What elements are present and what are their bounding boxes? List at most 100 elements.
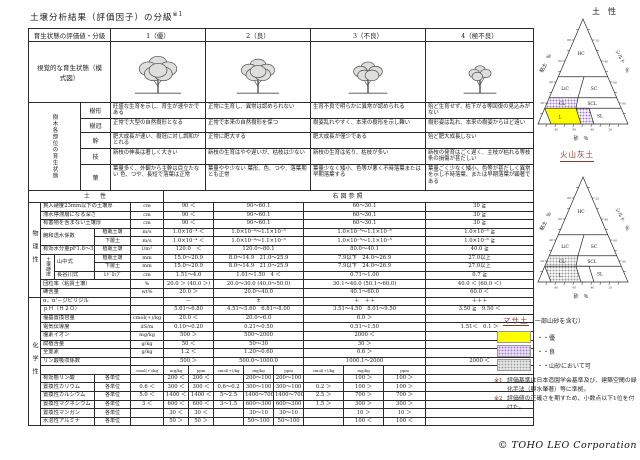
svg-text:80: 80 [622,260,626,264]
notes: ※1 評価基準は日本造園学会基準及び、建築空間の緑化手法（輿水肇著）等に準拠。 … [494,377,638,413]
value-grade3 [303,373,345,384]
value-grade1: 20.0 ＜ [163,313,215,324]
value-grade2: 8.0～14.9 21.0～25.9 [213,262,305,272]
tree-schematic-grade2 [205,41,311,103]
svg-text:LiC: LiC [561,87,569,92]
value-grade3: 10 ＞ [343,408,385,418]
legend-item-1: ・・優 [497,330,591,344]
soil-row: 水溶性アルミナ 各単位 50 ＞ 50 ＞ 50～100 50～100 100 ＜ 100 ＜ [29,416,535,427]
value-grade3: 7.9以下 24.0～26.9 [303,262,427,272]
svg-text:SCL: SCL [587,102,596,107]
unit-cell: g/kg [129,348,165,358]
value-grade4: 27.0以上 [425,262,535,272]
value-grade3: 30 ＞ [303,339,427,350]
note-2-ref: ※2 [494,396,503,403]
param-name: 団粒率（粘質土壌） [40,279,131,289]
soil-row: 有効態リン酸 各単位 200 ＜ 200 ＜ 200～100 200～100 100 ＞ 10… [29,373,535,384]
value-grade3: 60～30.1 [303,219,427,229]
growth-desc-grade4: 樹形姿は乱れ、本来の樹姿からほど遠い [425,117,534,133]
blank-cell [40,365,131,375]
soil-row: 下層土 m/s 1.0×10⁻⁴ ＜ 1.0×10⁻⁴～1.1×10⁻⁵ 1.0×10⁻… [29,236,535,246]
growth-desc-grade1: 正常で大型の自然樹形となる [110,117,206,133]
growth-header-row: 育生状態の評価値・分級 1（優） 2（良） 3（不良） 4（極不良） [28,28,534,42]
soil-row: 有効水分量pF1.8～3.0 植栽土壌 l/m³ 120.0 ＜ 120.0～80.1 8… [29,244,535,255]
value-grade1: 1.51～4.0 [163,270,215,281]
value-grade2: 1.20～0.60 [213,348,305,358]
value-grade2: 1400～700 [273,391,305,401]
unit-cell: 各単位 [94,408,131,418]
schematic-label: 視覚的な育生状態（模式図） [28,41,111,103]
unit-cell: mg/kg [129,330,165,341]
value-grade2: 20.0～30.0 (40.0～50.0) [213,279,305,289]
param-name: 電気伝導度 [40,322,131,332]
growth-desc-grade4: 殆ど生育せず、枯下がる等回復の見込みがない [425,102,534,119]
value-grade2: 1400～700 [243,391,275,401]
value-grade1: 500 ＞ [163,356,215,367]
value-grade3: 1.0×10⁻⁵～1.1×10⁻⁶ [303,227,427,238]
param-group-label: 土壌硬度 [40,253,55,281]
note-1-text: 評価基準は日本造園学会基準及び、建築空間の緑化手法（輿水肇著）等に準拠。 [507,378,637,393]
value-grade3: 1000.1～2000 [303,356,427,367]
note-2: ※2 評価値の正確さを期すため、小数点以下1位を付けた。 [494,395,638,412]
value-grade1: 1400 ＜ [188,391,215,401]
value-grade2: 90～60.1 [213,202,305,212]
value-grade3: 100 ＜ [383,416,427,427]
unit-cell: mm [129,262,165,272]
value-grade1: 50 ＜ [163,339,215,350]
value-grade3: 100 ＞ [383,373,427,384]
value-grade2: 20.0～6.0 [213,313,305,324]
param-name: 長谷川式 [54,270,95,281]
svg-text:40: 40 [549,238,553,242]
growth-desc-grade3: 肥大成長が僅少である [310,131,426,149]
value-grade1: 5.61～6.80 [163,305,215,315]
svg-text:20: 20 [609,128,613,132]
svg-text:シルト ％: シルト ％ [614,49,631,74]
growth-desc-grade1: 葉量多く、外観から主幹は目立たない 色、つや、長短で落葉は正常 [110,163,206,191]
soil-row: 飽和透水係数 植栽土壌 m/s 1.0×10⁻⁴ ＜ 1.0×10⁻⁴～1.1×10⁻⁵… [29,227,535,246]
value-grade2: ± [213,296,305,307]
unit-cell: cmol(+)/kg [129,313,165,324]
note-2-text: 評価値の正確さを期すため、小数点以下1位を付けた。 [507,396,635,411]
svg-text:80: 80 [555,128,559,132]
svg-text:40: 40 [604,60,608,64]
soil-row: リン酸吸収係数 500 ＞ 500.0～1000.0 1000.1～2000 2000 … [29,356,535,367]
growth-desc-grade3: 新枝の生育は劣り、枯枝が多い [310,147,426,165]
masa-soil-name: マサ土 [503,316,529,326]
legend-item-2: ・・良 [497,344,591,358]
title-note-ref: ※1 [172,11,184,19]
value-grade2: 300～100 [273,382,305,393]
value-grade1: 600 ＜ [188,399,215,410]
tree-icon [348,61,388,94]
svg-text:粘土 ％: 粘土 ％ [538,53,553,74]
param-sub-label: 植栽土壌 [94,227,131,238]
value-grade3: 1.5 ＞ [303,399,345,410]
svg-text:80: 80 [567,38,571,42]
value-grade1: － [163,296,215,307]
value-grade1: 200 ＜ [163,373,190,384]
value-grade3: 40.1～60.0 [303,287,427,298]
soil-row: 下層土 mm 15.0～20.9 8.0～14.9 21.0～25.9 7.9以下 24… [29,262,535,272]
soil-texture-value: 右図参照 [163,190,535,203]
value-grade3: 80.0～40.1 [303,244,427,255]
svg-text:60: 60 [573,128,577,132]
unit-subheader: mg/kg [243,365,275,375]
value-grade1: 30 ＜ [163,408,190,418]
soil-row: 物理性 貫入硬度23mm以下の土壌厚 cm 90 ＜ 90～60.1 60～30.1 30 … [28,202,535,298]
value-grade3 [303,416,345,427]
value-grade2: 600～300 [273,399,305,410]
masa-soil-suffix: （一部山砂を含む） [528,318,585,325]
value-grade1: 1.2 ＜ [163,348,215,358]
growth-desc-grade3: 葉量少なく矮小、色等が悪く不時落葉または早期落葉する [310,163,426,191]
growth-desc-grade2: 葉量やや少ない 葉形、色、つや、落葉期とも正常 [205,163,311,191]
value-grade1: 120.0 ＜ [163,244,215,255]
svg-text:SCL: SCL [587,260,596,265]
value-grade1: 50 ＞ [163,416,190,427]
value-grade3: 7.9以下 24.0～26.9 [303,253,427,264]
legend-label: ・・優 [537,334,556,342]
value-grade1: 1.0×10⁻⁴ ＜ [163,236,215,246]
unit-cell: 各単位 [94,373,131,384]
value-grade4: 1.0×10⁻⁶ ≧ [425,236,535,246]
param-sub-label: 植栽土壌 [94,244,131,255]
unit-cell: 各単位 [94,391,131,401]
svg-text:40: 40 [549,80,553,84]
